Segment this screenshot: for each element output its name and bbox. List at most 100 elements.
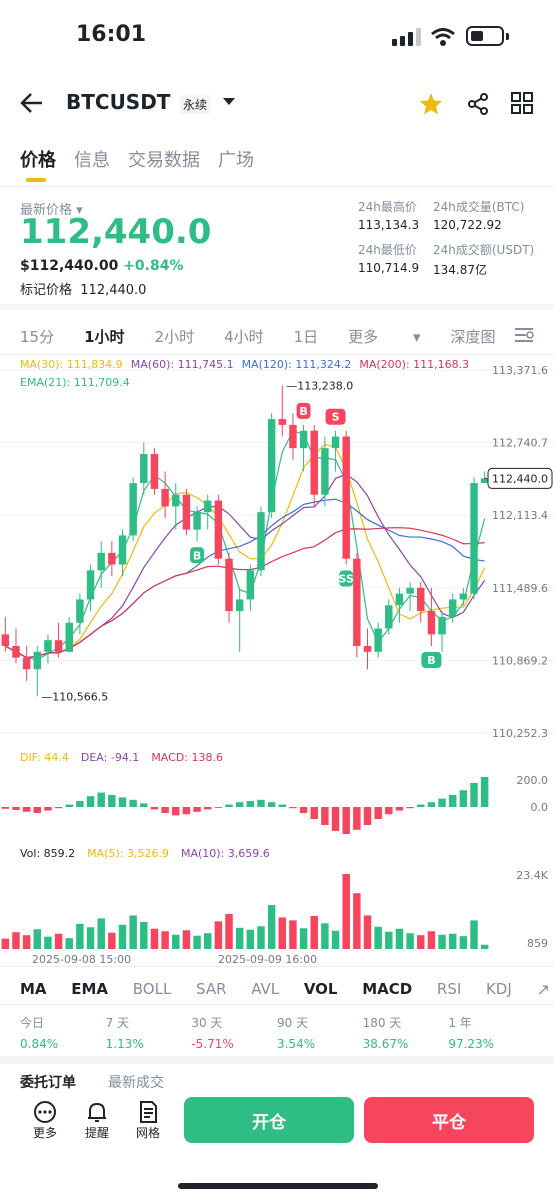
back-arrow-icon[interactable]: [20, 92, 44, 114]
divider: [0, 966, 554, 967]
macd-bar: [267, 802, 276, 807]
divider: [0, 354, 554, 355]
candle-body: [374, 628, 382, 652]
buy-signal-marker: [339, 570, 354, 587]
symbol-dropdown-icon[interactable]: [222, 97, 236, 107]
indicator-settings-icon[interactable]: ↗: [536, 980, 550, 999]
macd-bar: [246, 801, 255, 807]
volume-bar: [86, 927, 95, 949]
low-value: 110,714.9: [358, 261, 420, 275]
macd-bar: [22, 807, 31, 812]
tab-price[interactable]: 价格: [20, 146, 56, 182]
candle-body: [459, 593, 468, 600]
macd-bar: [118, 797, 127, 807]
macd-bar: [44, 807, 52, 811]
ma60-line: [5, 473, 486, 659]
symbol-title[interactable]: BTCUSDT: [66, 90, 171, 114]
volume-bar: [118, 924, 127, 949]
more-button[interactable]: 更多: [25, 1100, 65, 1141]
timeframe-bar: 15分 1小时 2小时 4小时 1日 更多 ▾ 深度图: [20, 326, 526, 347]
open-position-button[interactable]: 开仓: [184, 1097, 354, 1143]
grid-document-icon: [140, 1101, 157, 1123]
volume-bar: [76, 923, 84, 949]
candle-body: [108, 552, 116, 565]
ind-ma[interactable]: MA: [20, 980, 47, 998]
ind-sar[interactable]: SAR: [196, 980, 227, 998]
candle-body: [331, 436, 340, 449]
macd-bar: [448, 795, 457, 807]
indicator-bar: MA EMA BOLL SAR AVL VOL MACD RSI KDJ ↗: [20, 980, 550, 999]
volume-bar: [342, 874, 350, 949]
high-marker-label: —113,238.0: [286, 380, 353, 393]
alert-button[interactable]: 提醒: [77, 1100, 117, 1141]
tab-latest-trades[interactable]: 最新成交: [108, 1075, 164, 1091]
tab-square[interactable]: 广场: [218, 150, 254, 171]
ind-ema[interactable]: EMA: [71, 980, 109, 998]
tf-depth[interactable]: 深度图: [450, 328, 496, 346]
signal-label: B: [299, 405, 307, 418]
layout-grid-icon[interactable]: [511, 92, 533, 114]
candle-body: [448, 599, 457, 617]
section-gap: [0, 304, 554, 310]
macd-bar: [203, 807, 212, 810]
ma30-label: MA(30): 111,834.9: [20, 358, 123, 371]
share-icon[interactable]: [466, 92, 490, 116]
ind-boll[interactable]: BOLL: [132, 980, 172, 998]
tf-2h[interactable]: 2小时: [154, 328, 195, 346]
candle-body: [129, 483, 137, 536]
tf-4h[interactable]: 4小时: [224, 328, 264, 346]
candle-body: [193, 512, 201, 530]
chart-settings-icon[interactable]: [514, 326, 534, 344]
battery-icon: [466, 26, 504, 46]
ind-kdj[interactable]: KDJ: [485, 980, 512, 998]
volume-bar: [257, 926, 265, 949]
volume-bar: [278, 917, 287, 949]
ind-vol[interactable]: VOL: [303, 980, 338, 998]
candle-body: [65, 622, 73, 652]
tf-1d[interactable]: 1日: [293, 328, 319, 346]
candlestick-chart[interactable]: 113,371.6 112,740.7 112,113.4 111,489.6 110,…: [0, 355, 554, 745]
tab-info[interactable]: 信息: [74, 150, 110, 171]
volume-bar: [54, 933, 63, 949]
candle-body: [118, 535, 127, 565]
tab-open-orders[interactable]: 委托订单: [20, 1075, 76, 1091]
volume-bar: [448, 933, 457, 949]
macd-chart[interactable]: 200.0 0.0: [0, 745, 554, 845]
volume-bar: [438, 934, 446, 949]
candle-body: [203, 500, 212, 513]
candle-body: [54, 640, 63, 652]
macd-bar: [427, 802, 436, 807]
macd-bar: [12, 807, 20, 810]
time-axis-label: 2025-09-08 15:00: [32, 953, 131, 966]
ma200-line: [5, 527, 485, 659]
high-label: 24h最高价: [358, 200, 417, 214]
volume-bar: [331, 930, 340, 949]
signal-label: B: [193, 549, 201, 562]
divider: [0, 1004, 554, 1005]
wifi-icon: [431, 28, 455, 46]
perf-value: 3.54%: [276, 1037, 316, 1051]
low-marker-label: —110,566.5: [41, 690, 108, 703]
favorite-star-icon[interactable]: [419, 92, 443, 115]
sell-signal-marker: [325, 408, 346, 425]
signal-label: SS: [339, 573, 354, 586]
vol-btc-label: 24h成交量(BTC): [433, 200, 525, 214]
volume-bar: [321, 923, 329, 949]
candle-body: [22, 657, 31, 670]
volume-chart[interactable]: 23.4K 859 2025-09-08 15:00 2025-09-09 16:00: [0, 845, 554, 970]
close-position-button[interactable]: 平仓: [364, 1097, 534, 1143]
perf-label: 今日: [20, 1016, 45, 1030]
perf-value: 97.23%: [448, 1037, 495, 1051]
ind-avl[interactable]: AVL: [251, 980, 280, 998]
grid-button[interactable]: 网格: [128, 1100, 168, 1141]
tf-more[interactable]: 更多 ▾: [348, 328, 421, 346]
tf-15m[interactable]: 15分: [20, 328, 55, 346]
latest-price-label[interactable]: 最新价格 ▾: [20, 203, 83, 218]
alert-label: 提醒: [84, 1126, 109, 1140]
ind-macd[interactable]: MACD: [362, 980, 413, 998]
ind-rsi[interactable]: RSI: [436, 980, 462, 998]
macd-bar: [140, 803, 148, 807]
macd-bar: [225, 804, 233, 807]
tf-1h[interactable]: 1小时: [84, 328, 125, 346]
tab-trading-data[interactable]: 交易数据: [128, 150, 200, 171]
